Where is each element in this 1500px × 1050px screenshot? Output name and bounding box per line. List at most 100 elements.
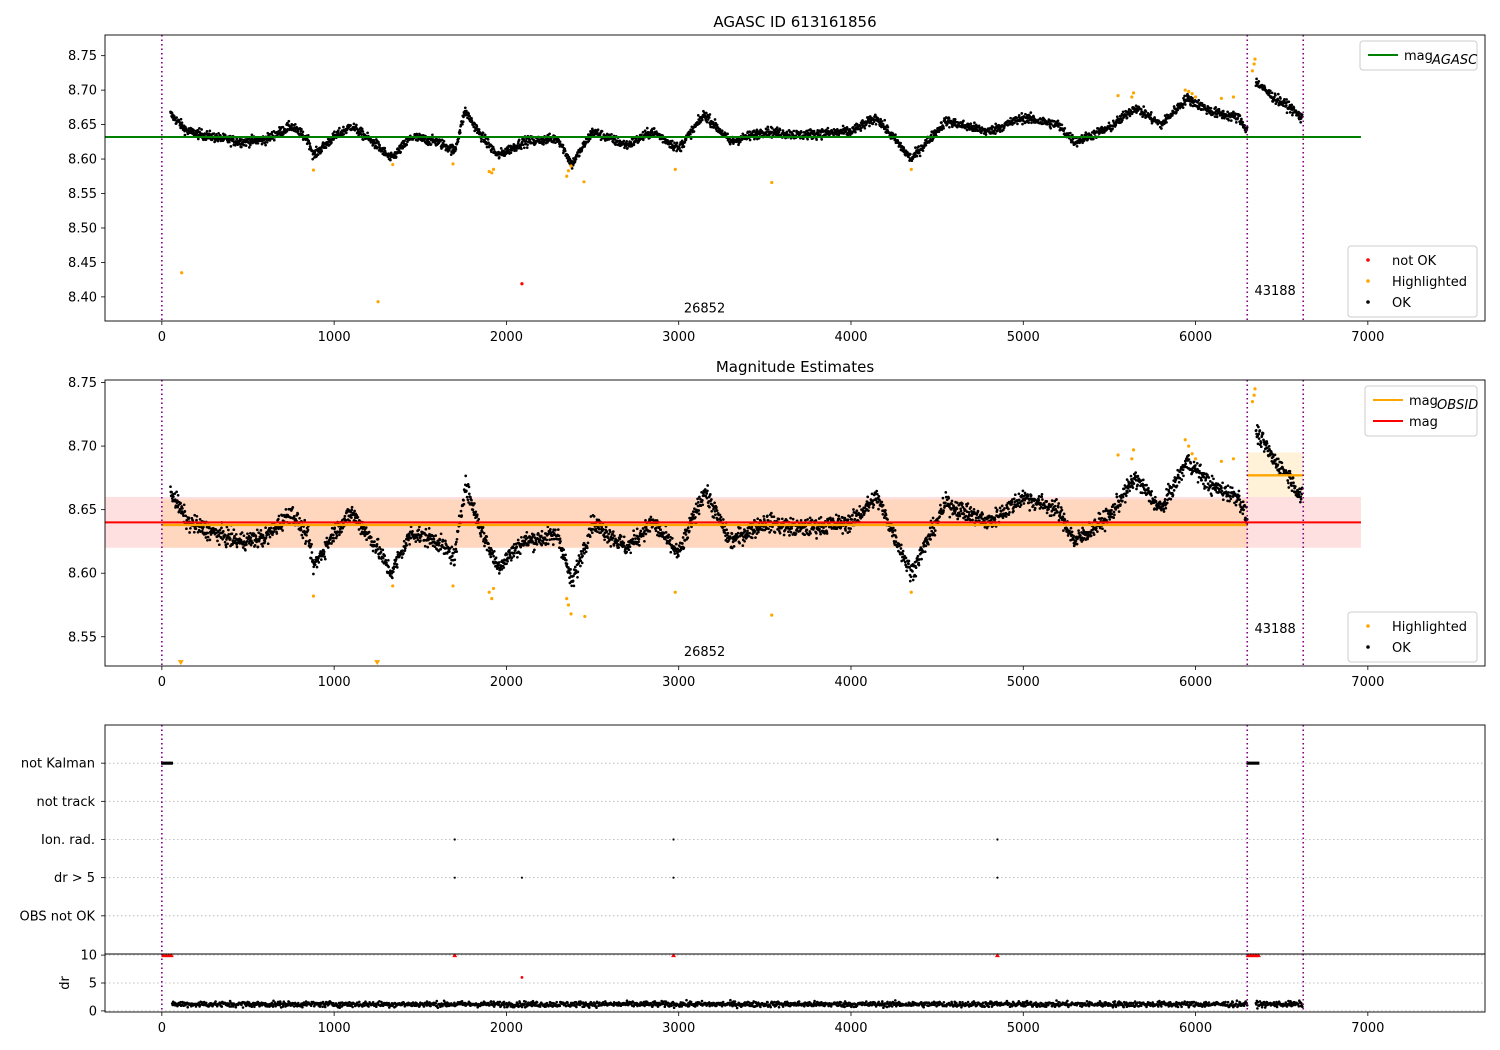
ok-point bbox=[701, 503, 705, 507]
ok-point bbox=[632, 533, 636, 537]
ok-point bbox=[677, 554, 680, 558]
ok-point bbox=[519, 545, 523, 549]
ok-point bbox=[319, 558, 323, 561]
ok-point bbox=[506, 559, 510, 563]
ok-point bbox=[244, 548, 247, 552]
ok-point bbox=[419, 539, 422, 542]
ok-point bbox=[725, 528, 728, 532]
ok-point bbox=[1049, 126, 1053, 130]
ok-point bbox=[799, 518, 803, 522]
ok-point bbox=[687, 529, 691, 533]
ok-point bbox=[601, 527, 605, 531]
ok-point bbox=[970, 124, 974, 128]
ok-point bbox=[275, 532, 279, 535]
ok-point bbox=[994, 122, 998, 126]
ok-point bbox=[817, 131, 820, 134]
ok-point bbox=[434, 534, 438, 537]
ok-point bbox=[477, 128, 481, 131]
ok-point bbox=[497, 150, 500, 154]
ok-point bbox=[1008, 119, 1012, 123]
ok-point bbox=[548, 132, 551, 136]
ok-point bbox=[206, 538, 209, 542]
legend-label: not OK bbox=[1392, 254, 1437, 269]
x-tick-label: 7000 bbox=[1351, 330, 1384, 345]
plot-area bbox=[105, 380, 1361, 666]
ok-point bbox=[1056, 119, 1060, 123]
ok-point bbox=[562, 151, 565, 155]
ok-point bbox=[686, 526, 690, 530]
ok-point bbox=[232, 528, 236, 532]
ok-point bbox=[397, 148, 401, 152]
ok-point bbox=[267, 533, 271, 536]
ok-point bbox=[726, 132, 729, 136]
ok-point bbox=[706, 489, 709, 493]
ok-point bbox=[448, 148, 451, 152]
ok-point bbox=[631, 537, 635, 541]
ok-point bbox=[206, 531, 210, 535]
ok-point bbox=[766, 128, 770, 131]
ok-point bbox=[297, 132, 300, 135]
ok-point bbox=[643, 539, 646, 543]
ok-point bbox=[723, 531, 727, 535]
ok-point bbox=[772, 515, 776, 519]
legend-dot-swatch bbox=[1366, 279, 1370, 283]
ok-point bbox=[329, 537, 332, 541]
ok-point bbox=[805, 528, 809, 532]
ok-point bbox=[600, 525, 604, 529]
ok-point bbox=[204, 132, 208, 135]
ok-point bbox=[707, 116, 711, 119]
ok-point bbox=[301, 130, 305, 134]
ok-point bbox=[819, 532, 822, 536]
ok-point bbox=[641, 130, 645, 134]
ok-point bbox=[230, 532, 234, 536]
ok-point bbox=[634, 537, 637, 540]
ok-point bbox=[473, 502, 476, 505]
highlighted-point bbox=[1252, 62, 1256, 66]
ok-point bbox=[344, 131, 348, 135]
ok-point bbox=[609, 545, 613, 548]
ok-point bbox=[637, 537, 641, 541]
axes-frame bbox=[104, 34, 1486, 322]
ok-point bbox=[780, 517, 784, 521]
ok-point bbox=[350, 516, 353, 519]
ok-point bbox=[459, 509, 463, 513]
ok-point bbox=[330, 140, 333, 144]
ok-point bbox=[1092, 137, 1095, 141]
mag-obsid-band bbox=[161, 499, 1248, 548]
highlighted-point bbox=[1187, 89, 1191, 94]
ok-point bbox=[333, 130, 336, 134]
ok-point bbox=[654, 529, 658, 533]
ok-point bbox=[540, 529, 544, 533]
ok-point bbox=[489, 555, 493, 559]
ok-point bbox=[545, 538, 549, 542]
ok-point bbox=[454, 540, 458, 544]
ok-point bbox=[1020, 112, 1024, 115]
ok-point bbox=[300, 127, 303, 131]
ok-point bbox=[629, 141, 633, 144]
ok-point bbox=[470, 498, 473, 502]
ok-point bbox=[381, 548, 385, 552]
ok-point bbox=[444, 539, 447, 543]
ok-point bbox=[249, 143, 252, 147]
ok-point bbox=[244, 144, 248, 147]
ok-point bbox=[194, 527, 198, 531]
ok-point bbox=[592, 515, 596, 518]
ok-point bbox=[484, 539, 488, 542]
ok-point bbox=[1139, 112, 1143, 116]
ok-point bbox=[615, 139, 619, 143]
highlighted-point bbox=[180, 271, 184, 275]
ok-point bbox=[859, 129, 863, 132]
ok-point bbox=[424, 527, 428, 531]
ok-point bbox=[482, 531, 486, 535]
ok-point bbox=[361, 130, 365, 133]
ok-point bbox=[706, 484, 710, 487]
ok-point bbox=[576, 575, 579, 579]
ok-point bbox=[492, 554, 495, 558]
ok-point bbox=[1015, 116, 1019, 120]
ok-point bbox=[353, 509, 356, 513]
ok-point bbox=[606, 536, 610, 539]
ok-point bbox=[361, 138, 365, 141]
ok-point bbox=[581, 554, 584, 558]
ok-point bbox=[470, 116, 473, 120]
